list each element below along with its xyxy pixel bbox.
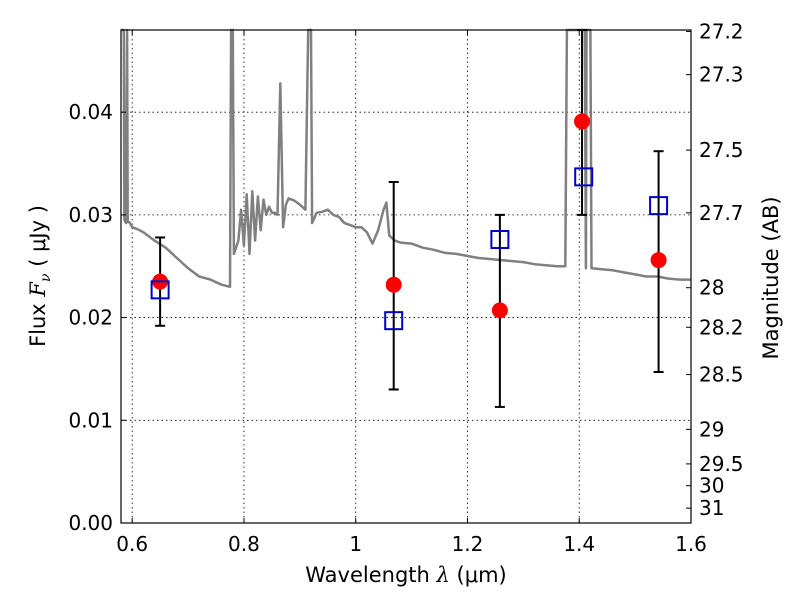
- mag-tick-label: 27.2: [699, 19, 744, 43]
- mag-tick-label: 28.2: [699, 315, 744, 339]
- y-tick-label: 0.03: [68, 203, 113, 227]
- x-tick-label: 1.4: [563, 532, 595, 556]
- mag-tick-label: 29: [699, 417, 724, 441]
- model-point: [150, 280, 170, 300]
- model-point: [490, 230, 510, 250]
- model-point: [384, 311, 404, 331]
- spectrum-line: [121, 28, 691, 289]
- observed-point: [491, 302, 508, 319]
- mag-tick-label: 27.3: [699, 63, 744, 87]
- x-axis-label: Wavelength λ (μm): [305, 563, 506, 587]
- mag-tick-label: 27.7: [699, 201, 744, 225]
- x-tick-label: 0.6: [116, 532, 148, 556]
- mag-tick-label: 29.5: [699, 452, 744, 476]
- mag-tick-label: 30: [699, 474, 724, 498]
- tick-layer: 0.6 0.8 1 1.2 1.4 1.6 0.00 0.01 0.02 0.03 0.04 27.2…: [68, 19, 743, 556]
- observed-point: [650, 252, 667, 269]
- y-tick-label: 0.04: [68, 100, 113, 124]
- y-tick-label: 0.02: [68, 306, 113, 330]
- model-point: [574, 167, 594, 187]
- grid: [121, 30, 692, 524]
- observed-point: [574, 113, 591, 130]
- spectrum-layer: [121, 28, 691, 289]
- x-tick-label: 1: [349, 532, 362, 556]
- mag-tick-label: 27.5: [699, 138, 744, 162]
- model-point: [649, 196, 669, 216]
- y-tick-label: 0.01: [68, 408, 113, 432]
- marker-layer: [150, 113, 669, 331]
- observed-point: [385, 276, 402, 293]
- x-tick-label: 1.2: [452, 532, 484, 556]
- plot-frame: [120, 29, 692, 524]
- y-tick-label: 0.00: [68, 511, 113, 535]
- mag-tick-label: 28.5: [699, 363, 744, 387]
- mag-tick-label: 31: [699, 496, 724, 520]
- mag-tick-label: 28: [699, 276, 724, 300]
- x-tick-label: 1.6: [675, 532, 707, 556]
- x-tick-label: 0.8: [228, 532, 260, 556]
- y2-axis-label: Magnitude (AB): [759, 196, 783, 359]
- y-axis-label: Flux Fν ( μJy ): [26, 205, 54, 347]
